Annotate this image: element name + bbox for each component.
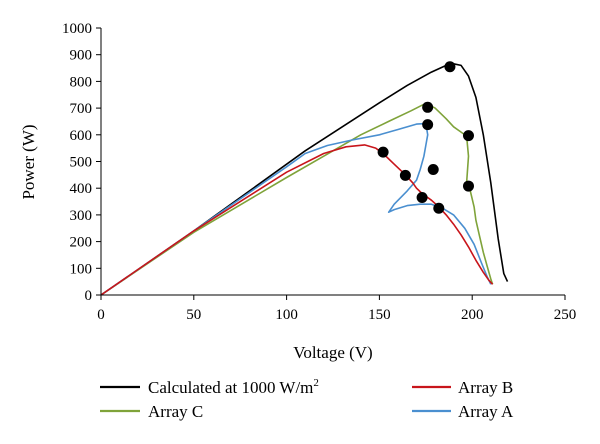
y-axis-title: Power (W) — [19, 124, 38, 199]
y-tick-label: 900 — [70, 48, 93, 64]
y-tick-label: 600 — [70, 128, 93, 144]
y-tick-label: 1000 — [62, 21, 92, 37]
mpp-marker-layer — [377, 61, 474, 214]
x-tick-label: 150 — [368, 307, 391, 323]
legend-label-calculated-text: Calculated at 1000 W/m — [148, 378, 313, 397]
y-tick-label: 500 — [70, 155, 93, 171]
series-line-array-c — [100, 102, 494, 296]
mpp-marker — [422, 101, 434, 113]
x-tick-label: 0 — [97, 307, 105, 323]
mpp-marker — [462, 130, 474, 142]
mpp-marker — [433, 202, 445, 214]
y-tick-label: 400 — [70, 181, 93, 197]
y-tick-label: 200 — [70, 235, 93, 251]
mpp-marker — [416, 192, 428, 204]
series-line-calculated — [100, 62, 509, 296]
series-line-array-b — [100, 144, 494, 296]
legend-label-array-b: Array B — [458, 378, 513, 397]
x-tick-label: 250 — [554, 307, 577, 323]
mpp-marker — [422, 119, 434, 131]
mpp-marker — [399, 169, 411, 181]
legend-label-calculated: Calculated at 1000 W/m2 — [148, 377, 319, 397]
y-tick-label: 100 — [70, 261, 93, 277]
mpp-marker — [462, 180, 474, 192]
y-tick-label: 800 — [70, 74, 93, 90]
y-tick-label: 700 — [70, 101, 93, 117]
legend-label-array-c: Array C — [148, 402, 203, 421]
x-tick-label: 50 — [186, 307, 201, 323]
series-layer — [100, 62, 509, 296]
legend: Calculated at 1000 W/m2 Array B Array C … — [100, 377, 514, 421]
mpp-marker — [444, 61, 456, 73]
legend-label-calculated-superscript: 2 — [313, 377, 319, 389]
axes — [100, 28, 565, 296]
mpp-marker — [377, 146, 389, 158]
y-tick-label: 0 — [85, 288, 93, 304]
series-line-array-a — [100, 122, 492, 296]
y-tick-label: 300 — [70, 208, 93, 224]
x-tick-label: 100 — [275, 307, 298, 323]
legend-label-array-a: Array A — [458, 402, 514, 421]
mpp-marker — [427, 164, 439, 176]
x-axis-title: Voltage (V) — [293, 343, 372, 362]
tick-layer: 0 100 200 300 400 500 600 700 800 900 1000 0 50 100 15… — [62, 21, 576, 323]
x-tick-label: 200 — [461, 307, 484, 323]
